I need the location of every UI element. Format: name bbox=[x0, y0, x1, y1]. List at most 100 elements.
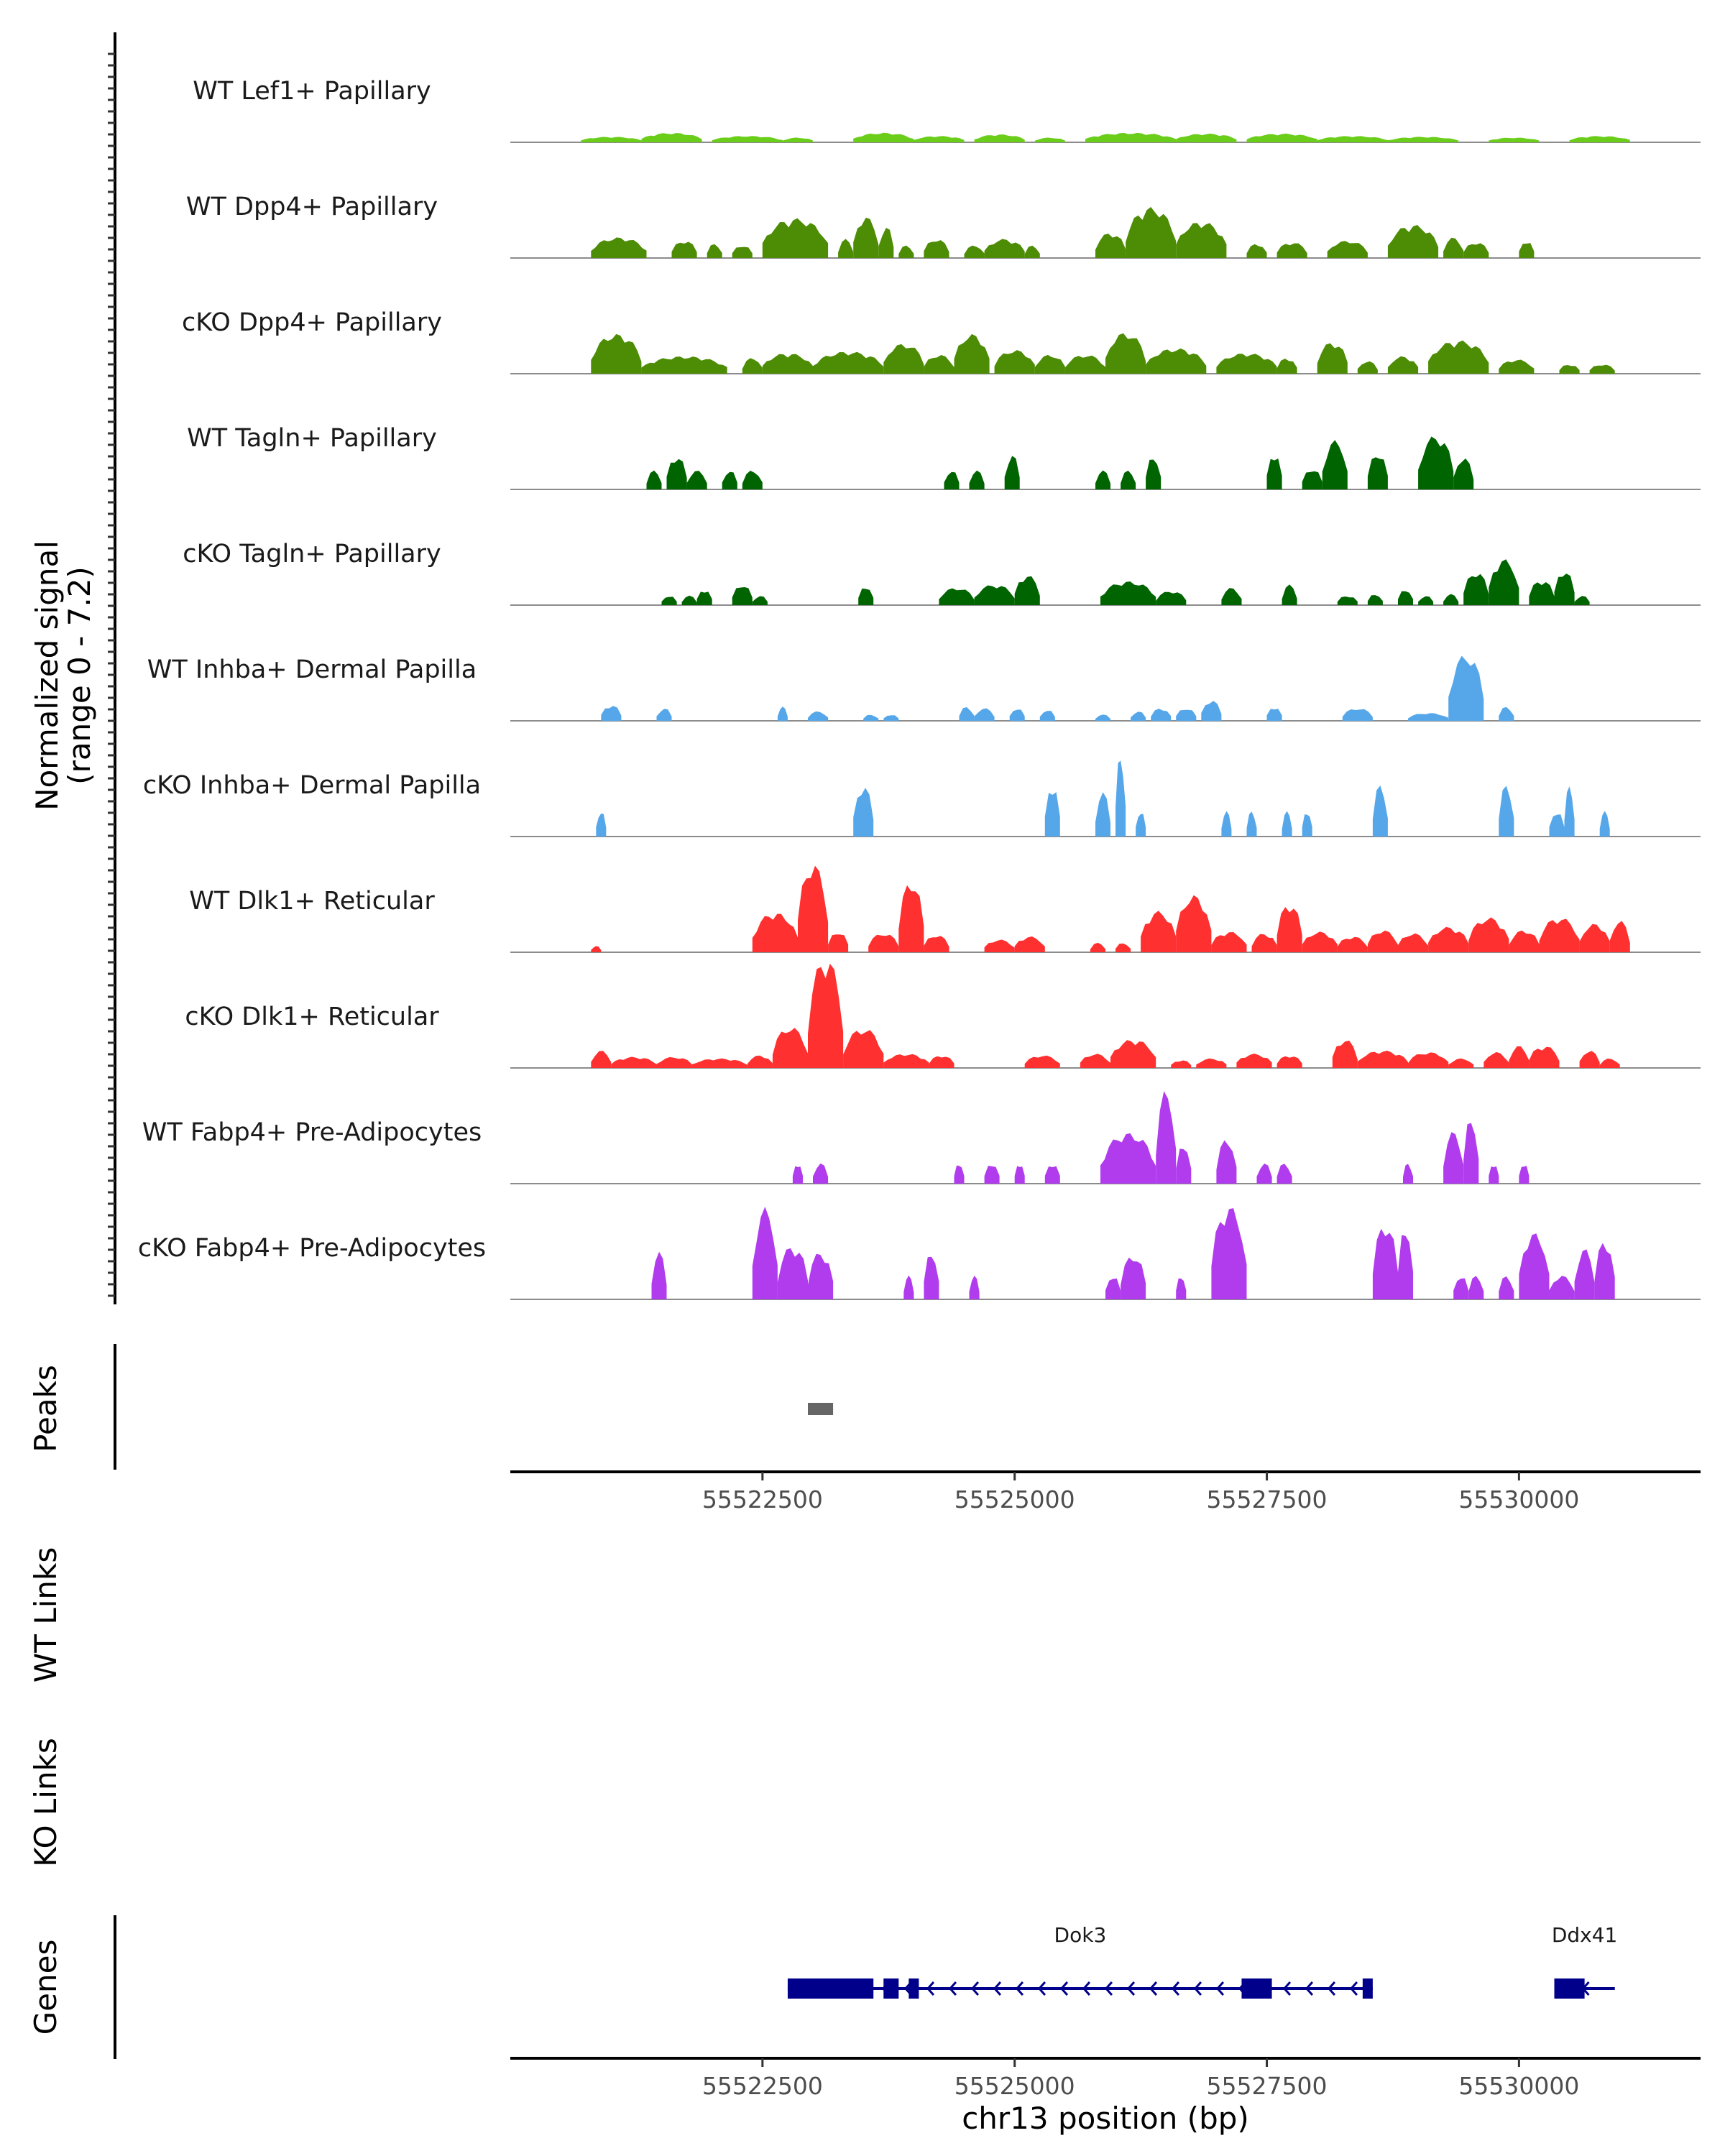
signal-track: cKO Dlk1+ Reticular bbox=[185, 964, 1701, 1069]
signal-peak bbox=[1095, 234, 1126, 258]
signal-peak bbox=[762, 354, 813, 374]
signal-track: cKO Tagln+ Papillary bbox=[183, 540, 1701, 606]
strand-arrow bbox=[1126, 1981, 1136, 1996]
signal-peak bbox=[1100, 581, 1156, 605]
signal-peak bbox=[1044, 1166, 1060, 1184]
signal-tracks: WT Lef1+ Papillary WT Dpp4+ Papillary cKO … bbox=[138, 77, 1701, 1300]
signal-peak bbox=[591, 333, 642, 374]
signal-peak bbox=[984, 939, 1015, 952]
x-tick-label: 55522500 bbox=[702, 2072, 823, 2100]
signal-peak bbox=[1317, 343, 1348, 374]
signal-peak bbox=[974, 708, 995, 721]
signal-peak bbox=[1282, 811, 1292, 837]
signal-peak bbox=[1564, 786, 1575, 837]
signal-peak bbox=[1337, 936, 1368, 952]
signal-peak bbox=[1266, 709, 1282, 721]
signal-peak bbox=[782, 137, 813, 142]
signal-peak bbox=[914, 136, 965, 142]
strand-arrow bbox=[948, 1981, 957, 1996]
signal-peak bbox=[898, 885, 924, 952]
signal-peak bbox=[1453, 458, 1474, 489]
signal-peak bbox=[747, 1055, 773, 1068]
signal-peak bbox=[1499, 786, 1514, 837]
gene-model: Ddx41 bbox=[1552, 1923, 1617, 1999]
signal-peak bbox=[1509, 930, 1540, 952]
strand-arrow bbox=[1171, 1981, 1180, 1996]
signal-peak bbox=[1529, 1046, 1560, 1068]
signal-peak bbox=[1468, 917, 1509, 952]
signal-peak bbox=[1463, 573, 1489, 605]
signal-peak bbox=[1519, 1233, 1550, 1299]
strand-arrow bbox=[1104, 1981, 1113, 1996]
signal-peak bbox=[777, 1248, 808, 1299]
signal-peak bbox=[1574, 596, 1590, 605]
signal-peak bbox=[924, 936, 949, 952]
signal-peak bbox=[651, 1251, 667, 1299]
signal-peak bbox=[1302, 471, 1322, 489]
signal-peak bbox=[762, 218, 829, 258]
signal-peak bbox=[974, 134, 1025, 142]
signal-peak bbox=[1221, 811, 1232, 837]
signal-peak bbox=[924, 240, 949, 258]
signal-peak bbox=[853, 788, 874, 837]
signal-peak bbox=[1176, 709, 1197, 721]
signal-peak bbox=[1403, 1164, 1413, 1184]
signal-peak bbox=[1367, 595, 1383, 605]
signal-peak bbox=[1317, 136, 1388, 142]
signal-peak bbox=[1453, 1278, 1469, 1299]
signal-peak bbox=[1599, 811, 1610, 837]
signal-peak bbox=[1121, 470, 1136, 489]
signal-peak bbox=[1398, 933, 1429, 952]
signal-peak bbox=[1105, 1279, 1121, 1299]
signal-peak bbox=[1499, 706, 1514, 721]
signal-peak bbox=[591, 237, 647, 258]
signal-peak bbox=[1110, 1040, 1156, 1068]
signal-peak bbox=[1044, 792, 1060, 837]
signal-peak bbox=[1211, 932, 1247, 952]
signal-peak bbox=[681, 595, 697, 605]
signal-peak bbox=[1372, 1228, 1398, 1299]
x-axis-title: chr13 position (bp) bbox=[962, 2101, 1249, 2136]
x-tick-label: 55530000 bbox=[1458, 2072, 1579, 2100]
signal-peak bbox=[1176, 895, 1212, 952]
signal-peak bbox=[777, 706, 788, 721]
signal-peak bbox=[1579, 923, 1610, 952]
signal-peak bbox=[994, 350, 1035, 374]
signal-peak bbox=[1387, 225, 1439, 258]
signal-peak bbox=[792, 1166, 803, 1184]
signal-peak bbox=[1116, 760, 1126, 837]
signal-peak bbox=[1176, 133, 1237, 142]
signal-peak bbox=[1327, 241, 1368, 258]
signal-peak bbox=[1251, 934, 1277, 952]
signal-peak bbox=[1337, 596, 1358, 605]
signal-track: WT Inhba+ Dermal Papilla bbox=[147, 655, 1701, 722]
gene-exon bbox=[1241, 1978, 1272, 1999]
signal-peak bbox=[924, 1256, 939, 1299]
signal-peak bbox=[1408, 1052, 1449, 1068]
signal-peak bbox=[853, 132, 914, 142]
signal-peak bbox=[742, 358, 763, 374]
signal-peak bbox=[1387, 356, 1419, 374]
signal-peak bbox=[1372, 786, 1388, 837]
signal-peak bbox=[883, 344, 924, 374]
signal-peak bbox=[691, 1058, 748, 1068]
signal-peak bbox=[1367, 930, 1398, 952]
signal-peak bbox=[1116, 943, 1131, 952]
track-label: WT Fabp4+ Pre-Adipocytes bbox=[142, 1118, 482, 1147]
signal-peak bbox=[1589, 364, 1615, 374]
signal-peak bbox=[1034, 354, 1065, 374]
signal-peak bbox=[1468, 1276, 1484, 1299]
signal-peak bbox=[661, 596, 677, 605]
signal-peak bbox=[939, 588, 975, 605]
signal-peak bbox=[1246, 133, 1317, 142]
signal-peak bbox=[1100, 1133, 1156, 1184]
x-tick-label: 55527500 bbox=[1207, 2072, 1328, 2100]
signal-peak bbox=[1489, 559, 1519, 605]
signal-peak bbox=[1156, 591, 1187, 605]
signal-peak bbox=[591, 946, 602, 952]
signal-peak bbox=[1121, 1257, 1146, 1299]
strand-arrow bbox=[1193, 1981, 1202, 1996]
signal-peak bbox=[1126, 207, 1177, 258]
signal-peak bbox=[596, 814, 607, 837]
signal-peak bbox=[974, 585, 1015, 605]
